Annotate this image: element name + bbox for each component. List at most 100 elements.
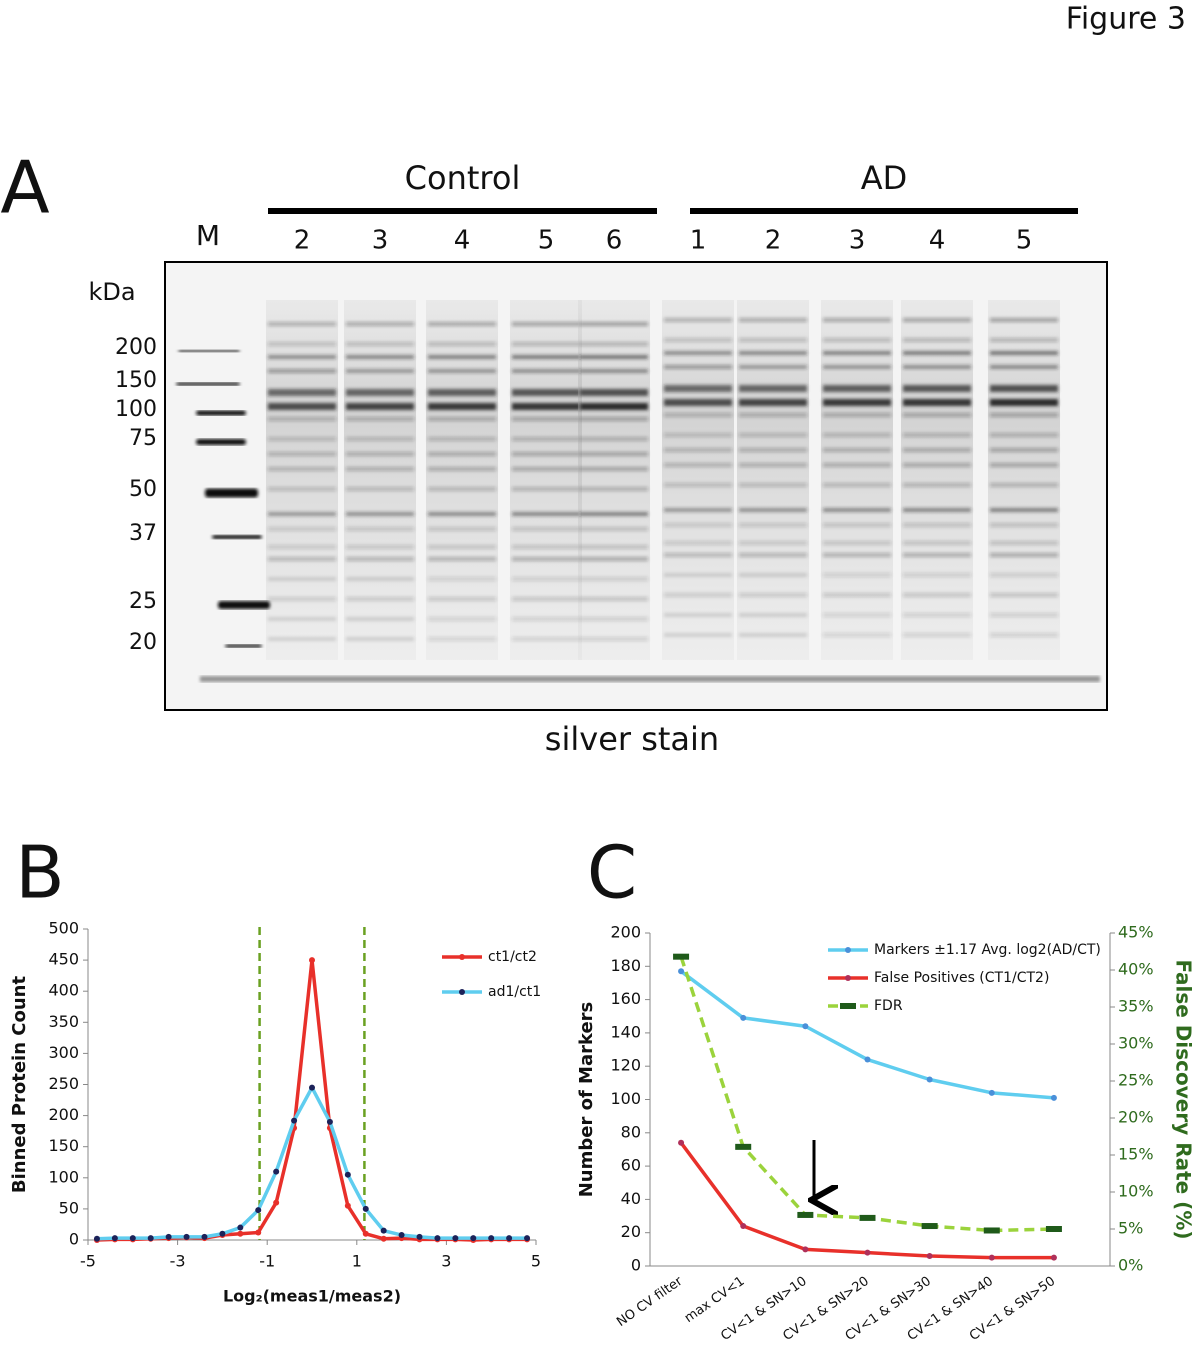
- band: [990, 351, 1058, 355]
- dye-front: [200, 676, 1100, 682]
- panel-label: C: [587, 831, 637, 915]
- band: [346, 452, 414, 456]
- band: [823, 365, 891, 369]
- band: [268, 437, 336, 441]
- band: [346, 617, 414, 621]
- band: [512, 617, 580, 621]
- band: [990, 413, 1058, 417]
- band: [346, 369, 414, 373]
- band: [512, 545, 580, 549]
- band: [823, 523, 891, 527]
- band: [346, 512, 414, 516]
- band: [823, 508, 891, 512]
- band: [739, 351, 807, 355]
- band: [664, 351, 732, 355]
- legend-label: Markers ±1.17 Avg. log2(AD/CT): [874, 942, 1101, 958]
- x-axis-title: Log₂(meas1/meas2): [223, 1287, 401, 1306]
- band: [990, 541, 1058, 545]
- band: [268, 452, 336, 456]
- band: [512, 577, 580, 581]
- y-tick-label: 60: [621, 1156, 641, 1175]
- band: [990, 508, 1058, 512]
- point-marker: [802, 1023, 809, 1030]
- figure-title: Figure 3: [1066, 2, 1186, 37]
- band: [664, 399, 732, 406]
- marker-label: 100: [115, 397, 157, 422]
- lane: [510, 300, 582, 660]
- band: [428, 355, 496, 359]
- lane: [988, 300, 1060, 660]
- gel-caption: silver stain: [545, 720, 719, 758]
- point-marker: [673, 953, 690, 960]
- point-marker: [201, 1233, 208, 1240]
- marker-band: [176, 382, 240, 386]
- band: [903, 508, 971, 512]
- band: [664, 541, 732, 545]
- unit-label: kDa: [88, 278, 135, 306]
- lane: [821, 300, 893, 660]
- band: [903, 399, 971, 406]
- band: [664, 463, 732, 467]
- band: [512, 322, 580, 326]
- group-label: Control: [405, 159, 521, 197]
- marker-band: [205, 488, 258, 498]
- band: [990, 573, 1058, 577]
- panel-label: A: [0, 146, 49, 230]
- band: [739, 365, 807, 369]
- point-marker: [797, 1211, 814, 1218]
- band: [664, 318, 732, 322]
- point-marker: [678, 1139, 685, 1146]
- band: [580, 617, 648, 621]
- band: [903, 553, 971, 557]
- y-tick-label: 20: [621, 1222, 641, 1241]
- band: [268, 545, 336, 549]
- band: [580, 577, 648, 581]
- band: [580, 467, 648, 471]
- band: [268, 487, 336, 491]
- point-marker: [219, 1230, 226, 1237]
- band: [990, 613, 1058, 617]
- band: [990, 365, 1058, 369]
- point-marker: [921, 1223, 938, 1230]
- y-tick-label: 180: [610, 956, 641, 975]
- x-tick-label: 1: [352, 1252, 362, 1271]
- marker-band: [218, 601, 270, 609]
- band: [664, 633, 732, 637]
- point-marker: [988, 1254, 995, 1261]
- band: [739, 523, 807, 527]
- y2-tick-label: 15%: [1118, 1145, 1154, 1164]
- point-marker: [273, 1168, 280, 1175]
- point-marker: [1045, 1226, 1062, 1232]
- band: [903, 318, 971, 322]
- band: [903, 448, 971, 452]
- point-marker: [183, 1233, 190, 1240]
- band: [428, 617, 496, 621]
- point-marker: [452, 1235, 459, 1242]
- band: [346, 487, 414, 491]
- band: [512, 437, 580, 441]
- band: [428, 389, 496, 396]
- point-marker: [1050, 1094, 1057, 1101]
- band: [580, 452, 648, 456]
- y2-tick-label: 45%: [1118, 923, 1154, 942]
- band: [664, 365, 732, 369]
- point-marker: [488, 1235, 495, 1242]
- band: [580, 389, 648, 396]
- series-line: [679, 1141, 1054, 1260]
- point-marker: [740, 1223, 747, 1230]
- band: [346, 527, 414, 531]
- band: [903, 593, 971, 597]
- y-axis-title: Number of Markers: [576, 1002, 597, 1198]
- y2-tick-label: 35%: [1118, 997, 1154, 1016]
- lane: [344, 300, 416, 660]
- band: [990, 553, 1058, 557]
- y2-tick-label: 30%: [1118, 1034, 1154, 1053]
- y2-tick-label: 10%: [1118, 1182, 1154, 1201]
- y-tick-label: 100: [610, 1089, 641, 1108]
- band: [346, 437, 414, 441]
- point-marker: [926, 1253, 933, 1260]
- point-marker: [678, 968, 685, 975]
- y-tick-label: 40: [621, 1189, 641, 1208]
